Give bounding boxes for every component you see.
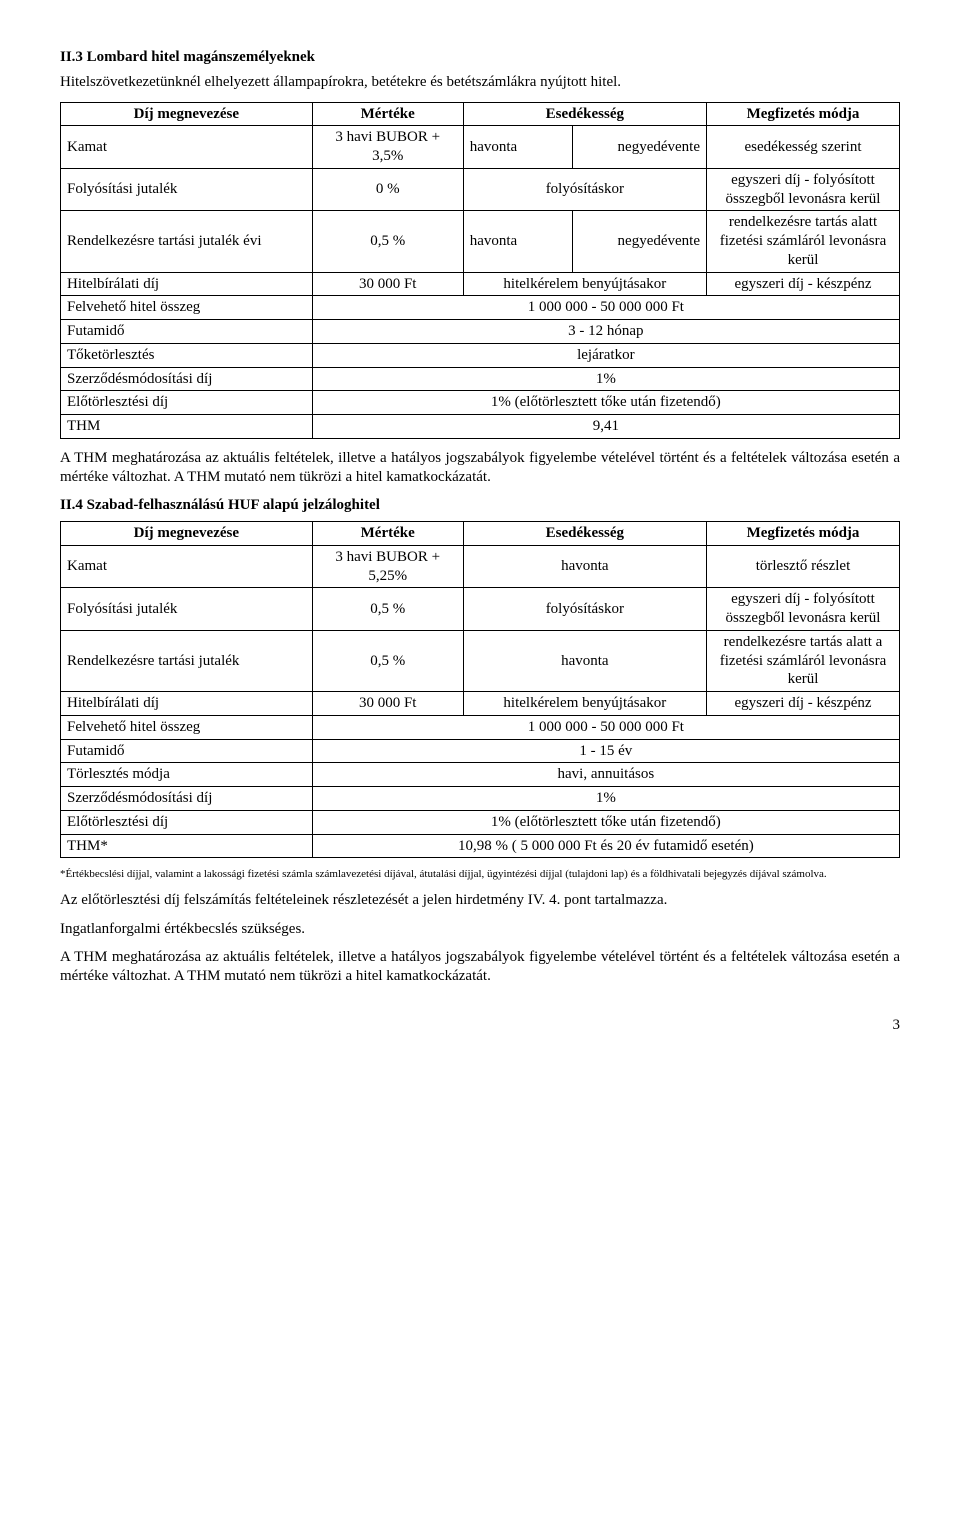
cell: rendelkezésre tartás alatt fizetési szám…: [707, 211, 900, 272]
table-row: Előtörlesztési díj 1% (előtörlesztett tő…: [61, 810, 900, 834]
cell: THM*: [61, 834, 313, 858]
section2-para-prepayment: Az előtörlesztési díj felszámítás feltét…: [60, 891, 900, 910]
table-row: THM* 10,98 % ( 5 000 000 Ft és 20 év fut…: [61, 834, 900, 858]
cell: Folyósítási jutalék: [61, 168, 313, 211]
cell: Kamat: [61, 126, 313, 169]
cell: 1 - 15 év: [312, 739, 899, 763]
cell: Hitelbírálati díj: [61, 272, 313, 296]
cell: havonta: [463, 630, 706, 691]
cell: 3 havi BUBOR + 3,5%: [312, 126, 463, 169]
cell: lejáratkor: [312, 343, 899, 367]
col-header: Esedékesség: [463, 522, 706, 546]
cell: Tőketörlesztés: [61, 343, 313, 367]
section1-thm-paragraph: A THM meghatározása az aktuális feltétel…: [60, 449, 900, 487]
cell: Rendelkezésre tartási jutalék: [61, 630, 313, 691]
cell: 1%: [312, 367, 899, 391]
cell: Futamidő: [61, 739, 313, 763]
table-row: Kamat 3 havi BUBOR + 3,5% havonta negyed…: [61, 126, 900, 169]
cell: 0,5 %: [312, 211, 463, 272]
cell: 3 - 12 hónap: [312, 320, 899, 344]
section1-heading: II.3 Lombard hitel magánszemélyeknek: [60, 48, 900, 67]
cell: THM: [61, 415, 313, 439]
cell: Szerződésmódosítási díj: [61, 367, 313, 391]
cell: 1 000 000 - 50 000 000 Ft: [312, 296, 899, 320]
cell: negyedévente: [572, 211, 706, 272]
cell: esedékesség szerint: [707, 126, 900, 169]
cell: rendelkezésre tartás alatt a fizetési sz…: [707, 630, 900, 691]
col-header: Mértéke: [312, 102, 463, 126]
section1-table: Díj megnevezése Mértéke Esedékesség Megf…: [60, 102, 900, 439]
table-row: Folyósítási jutalék 0 % folyósításkor eg…: [61, 168, 900, 211]
table-row: Felvehető hitel összeg 1 000 000 - 50 00…: [61, 296, 900, 320]
cell: Előtörlesztési díj: [61, 810, 313, 834]
table-row: Szerződésmódosítási díj 1%: [61, 787, 900, 811]
cell: Futamidő: [61, 320, 313, 344]
cell: Felvehető hitel összeg: [61, 296, 313, 320]
section2-heading: II.4 Szabad-felhasználású HUF alapú jelz…: [60, 496, 900, 515]
table-row: Rendelkezésre tartási jutalék évi 0,5 % …: [61, 211, 900, 272]
cell: 1% (előtörlesztett tőke után fizetendő): [312, 391, 899, 415]
table-row: Előtörlesztési díj 1% (előtörlesztett tő…: [61, 391, 900, 415]
cell: egyszeri díj - készpénz: [707, 692, 900, 716]
col-header: Esedékesség: [463, 102, 706, 126]
cell: 0,5 %: [312, 630, 463, 691]
cell: 1% (előtörlesztett tőke után fizetendő): [312, 810, 899, 834]
table-row: Folyósítási jutalék 0,5 % folyósításkor …: [61, 588, 900, 631]
section2-footnote: *Értékbecslési díjjal, valamint a lakoss…: [60, 868, 900, 881]
cell: negyedévente: [572, 126, 706, 169]
table-row: Hitelbírálati díj 30 000 Ft hitelkérelem…: [61, 272, 900, 296]
col-header: Megfizetés módja: [707, 102, 900, 126]
table-row: Hitelbírálati díj 30 000 Ft hitelkérelem…: [61, 692, 900, 716]
col-header: Mértéke: [312, 522, 463, 546]
table-row: Kamat 3 havi BUBOR + 5,25% havonta törle…: [61, 545, 900, 588]
cell: törlesztő részlet: [707, 545, 900, 588]
table-row: Tőketörlesztés lejáratkor: [61, 343, 900, 367]
cell: Folyósítási jutalék: [61, 588, 313, 631]
table-row: THM 9,41: [61, 415, 900, 439]
cell: Szerződésmódosítási díj: [61, 787, 313, 811]
cell: 3 havi BUBOR + 5,25%: [312, 545, 463, 588]
cell: 10,98 % ( 5 000 000 Ft és 20 év futamidő…: [312, 834, 899, 858]
table-header-row: Díj megnevezése Mértéke Esedékesség Megf…: [61, 102, 900, 126]
cell: havonta: [463, 211, 572, 272]
table-row: Törlesztés módja havi, annuitásos: [61, 763, 900, 787]
cell: egyszeri díj - készpénz: [707, 272, 900, 296]
cell: 0 %: [312, 168, 463, 211]
section1-intro: Hitelszövetkezetünknél elhelyezett állam…: [60, 73, 900, 92]
section2-table: Díj megnevezése Mértéke Esedékesség Megf…: [60, 521, 900, 858]
table-row: Szerződésmódosítási díj 1%: [61, 367, 900, 391]
cell: Előtörlesztési díj: [61, 391, 313, 415]
table-row: Rendelkezésre tartási jutalék 0,5 % havo…: [61, 630, 900, 691]
col-header: Díj megnevezése: [61, 102, 313, 126]
cell: havonta: [463, 126, 572, 169]
cell: egyszeri díj - folyósított összegből lev…: [707, 588, 900, 631]
page-number: 3: [60, 1016, 900, 1035]
section2-para-valuation: Ingatlanforgalmi értékbecslés szükséges.: [60, 920, 900, 939]
cell: egyszeri díj - folyósított összegből lev…: [707, 168, 900, 211]
cell: 30 000 Ft: [312, 272, 463, 296]
table-row: Futamidő 1 - 15 év: [61, 739, 900, 763]
cell: hitelkérelem benyújtásakor: [463, 272, 706, 296]
cell: folyósításkor: [463, 168, 706, 211]
cell: Rendelkezésre tartási jutalék évi: [61, 211, 313, 272]
cell: 9,41: [312, 415, 899, 439]
cell: 1%: [312, 787, 899, 811]
cell: havi, annuitásos: [312, 763, 899, 787]
cell: folyósításkor: [463, 588, 706, 631]
cell: Törlesztés módja: [61, 763, 313, 787]
cell: 0,5 %: [312, 588, 463, 631]
table-row: Felvehető hitel összeg 1 000 000 - 50 00…: [61, 715, 900, 739]
cell: 1 000 000 - 50 000 000 Ft: [312, 715, 899, 739]
cell: hitelkérelem benyújtásakor: [463, 692, 706, 716]
cell: 30 000 Ft: [312, 692, 463, 716]
section2-thm-paragraph: A THM meghatározása az aktuális feltétel…: [60, 948, 900, 986]
table-row: Futamidő 3 - 12 hónap: [61, 320, 900, 344]
cell: havonta: [463, 545, 706, 588]
table-header-row: Díj megnevezése Mértéke Esedékesség Megf…: [61, 522, 900, 546]
cell: Hitelbírálati díj: [61, 692, 313, 716]
col-header: Megfizetés módja: [707, 522, 900, 546]
cell: Felvehető hitel összeg: [61, 715, 313, 739]
cell: Kamat: [61, 545, 313, 588]
col-header: Díj megnevezése: [61, 522, 313, 546]
